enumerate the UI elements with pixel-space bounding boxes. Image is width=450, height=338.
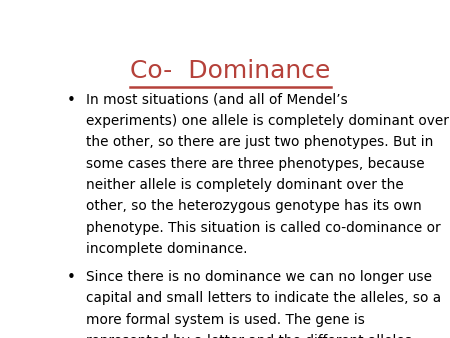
Text: Co-  Dominance: Co- Dominance (130, 59, 331, 83)
Text: some cases there are three phenotypes, because: some cases there are three phenotypes, b… (86, 156, 424, 171)
Text: the other, so there are just two phenotypes. But in: the other, so there are just two phenoty… (86, 135, 433, 149)
Text: represented by a letter and the different alleles: represented by a letter and the differen… (86, 334, 412, 338)
Text: other, so the heterozygous genotype has its own: other, so the heterozygous genotype has … (86, 199, 422, 213)
Text: incomplete dominance.: incomplete dominance. (86, 242, 248, 256)
Text: In most situations (and all of Mendel’s: In most situations (and all of Mendel’s (86, 93, 348, 106)
Text: Since there is no dominance we can no longer use: Since there is no dominance we can no lo… (86, 270, 432, 284)
Text: •: • (67, 270, 76, 285)
Text: capital and small letters to indicate the alleles, so a: capital and small letters to indicate th… (86, 291, 441, 305)
Text: experiments) one allele is completely dominant over: experiments) one allele is completely do… (86, 114, 449, 128)
Text: more formal system is used. The gene is: more formal system is used. The gene is (86, 313, 365, 327)
Text: neither allele is completely dominant over the: neither allele is completely dominant ov… (86, 178, 404, 192)
Text: •: • (67, 93, 76, 107)
Text: phenotype. This situation is called co-dominance or: phenotype. This situation is called co-d… (86, 221, 441, 235)
